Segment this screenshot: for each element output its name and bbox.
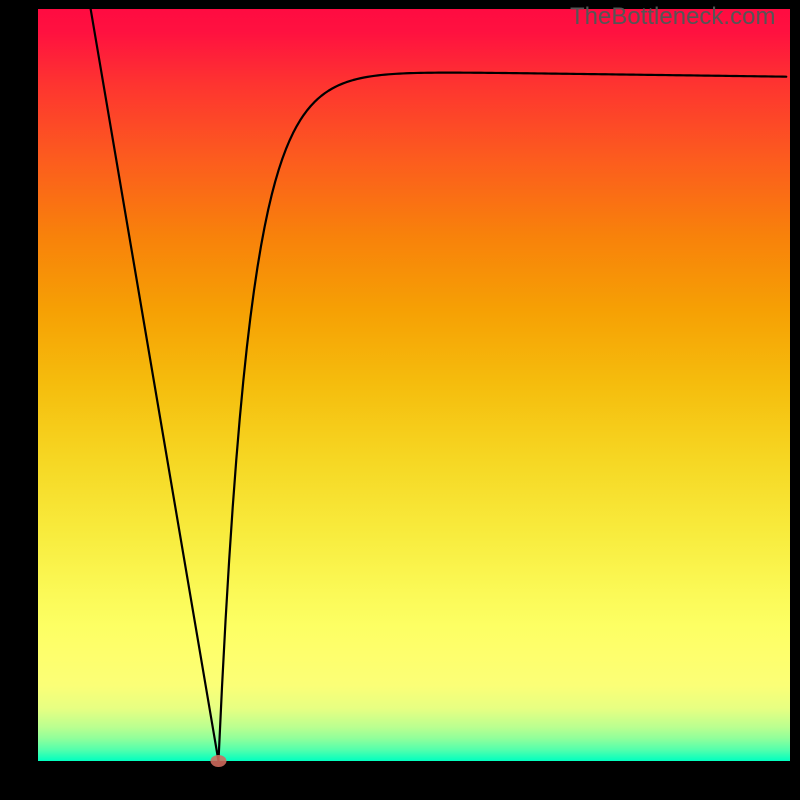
watermark-text: TheBottleneck.com — [570, 3, 775, 31]
plot-background — [38, 9, 790, 761]
chart-container: TheBottleneck.com — [0, 0, 800, 800]
gradient-rect — [38, 9, 790, 761]
